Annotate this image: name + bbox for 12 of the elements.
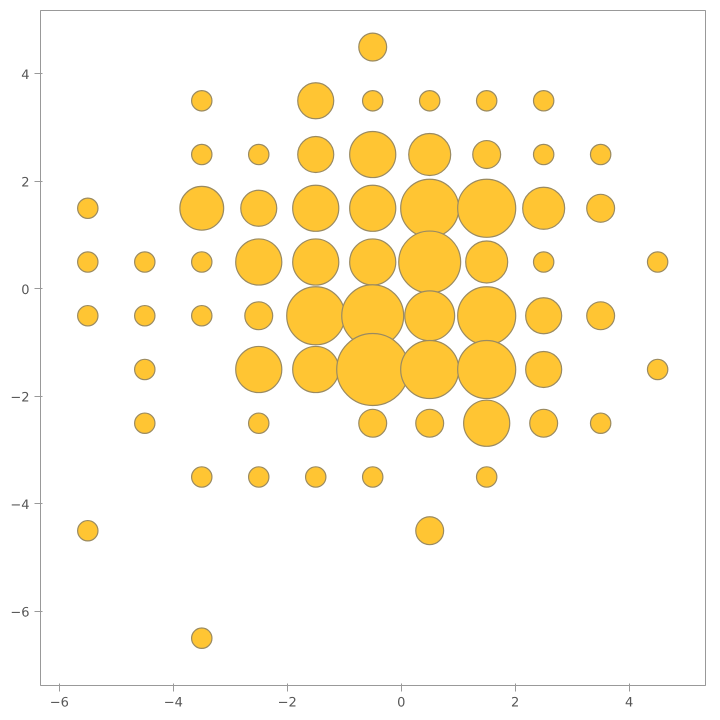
y-tick-label: 4 — [21, 68, 30, 83]
x-tick-label: −4 — [164, 696, 183, 710]
y-tick-label: 2 — [21, 175, 30, 190]
x-tick-label: 2 — [511, 696, 520, 710]
x-tick-label: −6 — [50, 696, 69, 710]
x-tick-label: −2 — [278, 696, 297, 710]
x-tick-label: 0 — [397, 696, 406, 710]
y-tick-label: 0 — [21, 282, 30, 298]
y-tick-label: −2 — [10, 390, 30, 406]
y-tick-label: −4 — [10, 498, 30, 513]
y-tick-label: −6 — [10, 605, 30, 620]
x-tick-label: 4 — [625, 696, 634, 710]
